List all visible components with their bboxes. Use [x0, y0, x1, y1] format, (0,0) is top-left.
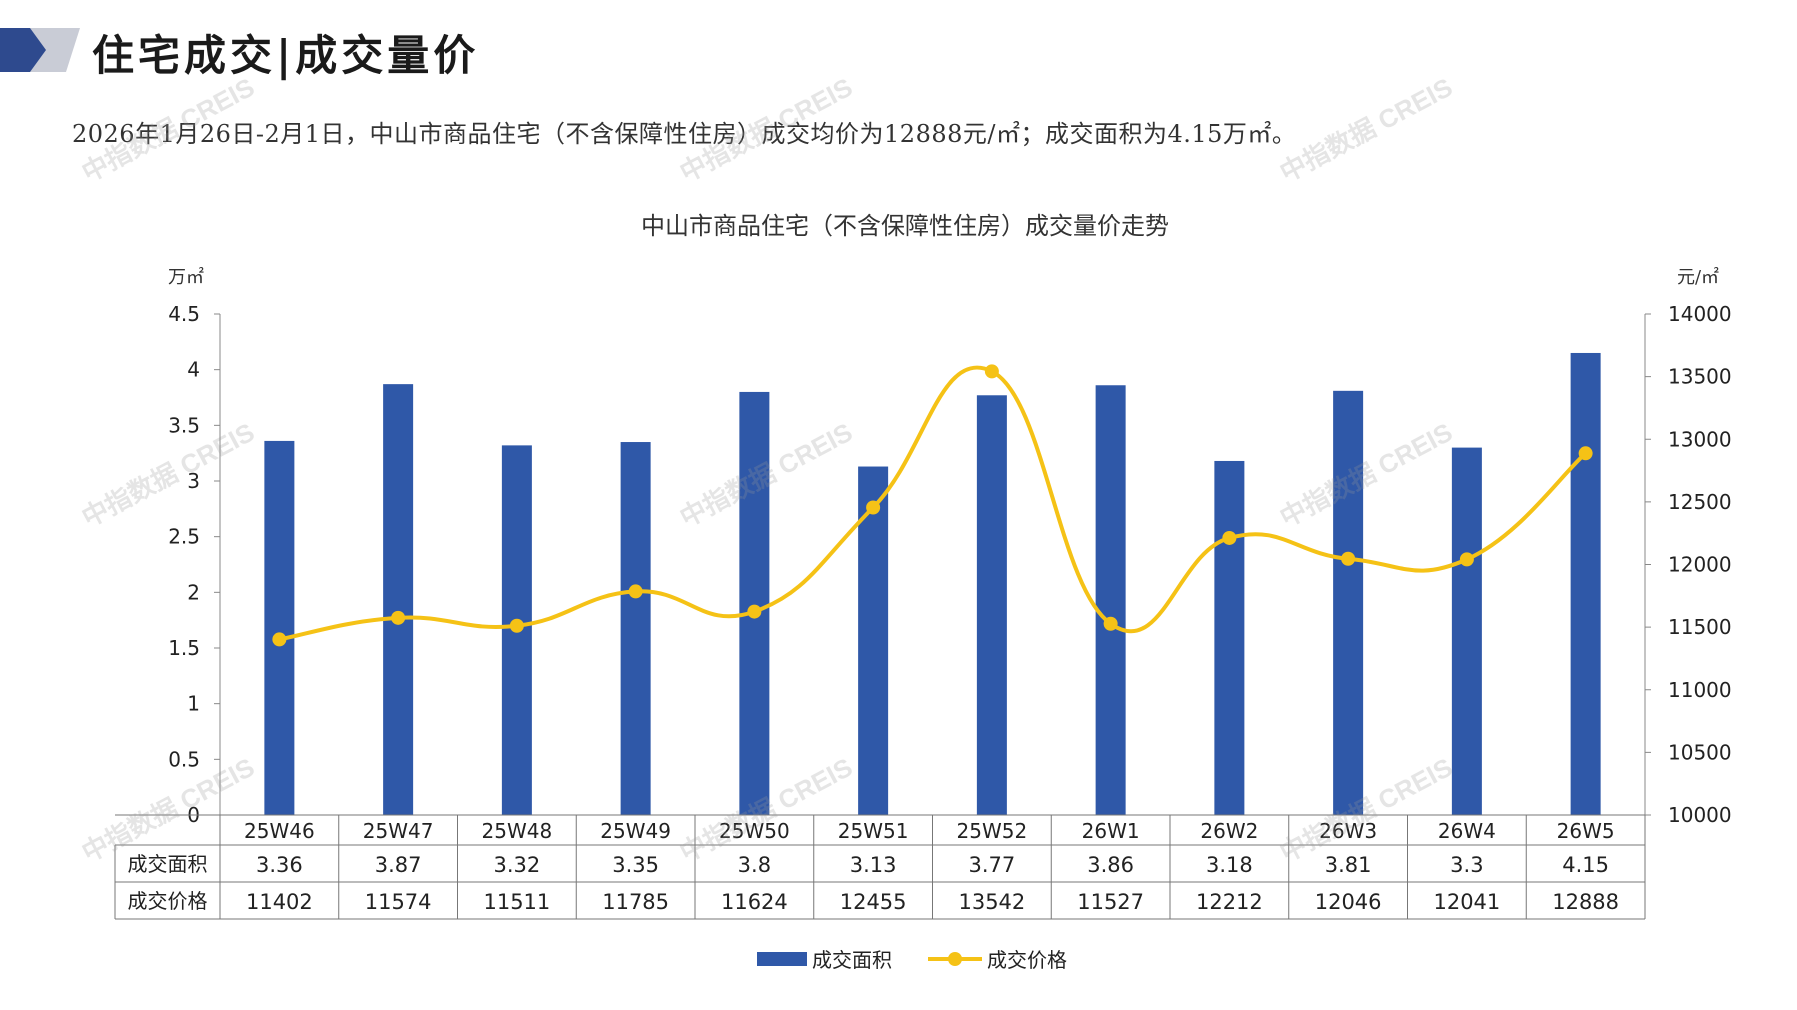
left-tick-label: 4	[187, 358, 200, 382]
bar	[383, 384, 414, 815]
category-label: 25W49	[600, 819, 671, 843]
table-row-header: 成交面积	[128, 852, 208, 876]
right-tick-label: 11500	[1668, 615, 1732, 639]
category-label: 25W46	[244, 819, 315, 843]
price-point	[1222, 530, 1237, 545]
price-point	[1459, 552, 1474, 567]
left-tick-label: 4.5	[168, 302, 200, 326]
table-area-value: 3.36	[256, 853, 303, 877]
table-area-value: 3.81	[1325, 853, 1372, 877]
right-axis-unit: 元/㎡	[1677, 266, 1719, 288]
price-point	[628, 584, 643, 599]
right-tick-label: 13000	[1668, 427, 1732, 451]
left-tick-label: 1.5	[168, 636, 200, 660]
price-point	[391, 610, 406, 625]
category-label: 26W2	[1200, 819, 1258, 843]
price-point	[509, 618, 524, 633]
legend-bar-swatch	[757, 952, 807, 966]
bar	[264, 440, 295, 815]
table-area-value: 3.18	[1206, 853, 1253, 877]
page-title: 住宅成交|成交量价	[92, 31, 480, 80]
table-area-value: 3.32	[493, 853, 540, 877]
category-label: 25W50	[719, 819, 790, 843]
table-price-value: 11511	[483, 890, 550, 914]
table-area-value: 3.35	[612, 853, 659, 877]
table-area-value: 3.3	[1450, 853, 1483, 877]
right-tick-label: 14000	[1668, 302, 1732, 326]
category-label: 26W3	[1319, 819, 1377, 843]
table-price-value: 11402	[246, 890, 313, 914]
table-area-value: 3.77	[968, 853, 1015, 877]
right-tick-label: 12500	[1668, 490, 1732, 514]
bar	[620, 442, 651, 815]
logo-dark-shape	[0, 28, 46, 72]
legend-line-label: 成交价格	[987, 948, 1067, 972]
bar	[858, 466, 889, 815]
category-label: 26W4	[1438, 819, 1496, 843]
category-label: 25W48	[482, 819, 553, 843]
category-label: 25W51	[838, 819, 909, 843]
bar	[1214, 460, 1245, 815]
right-tick-label: 10000	[1668, 803, 1732, 827]
bar	[976, 395, 1007, 815]
brand-logo	[0, 28, 80, 72]
price-point	[747, 604, 762, 619]
table-area-value: 3.13	[850, 853, 897, 877]
table-price-value: 12041	[1433, 890, 1500, 914]
category-label: 25W47	[363, 819, 434, 843]
price-point	[984, 364, 999, 379]
legend-bar-label: 成交面积	[812, 948, 892, 972]
table-price-value: 11624	[721, 890, 788, 914]
table-area-value: 3.86	[1087, 853, 1134, 877]
category-label: 26W5	[1557, 819, 1615, 843]
bar	[1333, 390, 1364, 815]
table-price-value: 12455	[840, 890, 907, 914]
table-price-value: 12212	[1196, 890, 1263, 914]
table-price-value: 11527	[1077, 890, 1144, 914]
bar	[739, 391, 770, 815]
price-point	[272, 632, 287, 647]
left-axis-unit: 万㎡	[168, 266, 204, 288]
right-tick-label: 12000	[1668, 553, 1732, 577]
price-point	[866, 500, 881, 515]
left-tick-label: 3.5	[168, 413, 200, 437]
bar	[1451, 447, 1482, 815]
left-tick-label: 0.5	[168, 747, 200, 771]
chart-title: 中山市商品住宅（不含保障性住房）成交量价走势	[641, 212, 1169, 240]
table-price-value: 11785	[602, 890, 669, 914]
legend-line-marker	[948, 952, 962, 966]
right-tick-label: 10500	[1668, 740, 1732, 764]
left-tick-label: 1	[187, 692, 200, 716]
left-tick-label: 2	[187, 580, 200, 604]
category-label: 26W1	[1082, 819, 1140, 843]
price-point	[1341, 551, 1356, 566]
table-area-value: 3.87	[375, 853, 422, 877]
left-tick-label: 2.5	[168, 525, 200, 549]
table-row-header: 成交价格	[128, 889, 208, 913]
price-point	[1103, 616, 1118, 631]
table-price-value: 11574	[365, 890, 432, 914]
left-tick-label: 3	[187, 469, 200, 493]
table-price-value: 12046	[1315, 890, 1382, 914]
right-tick-label: 13500	[1668, 365, 1732, 389]
category-label: 25W52	[957, 819, 1028, 843]
price-line	[279, 365, 1587, 642]
bar	[1570, 352, 1601, 815]
right-tick-label: 11000	[1668, 678, 1732, 702]
table-price-value: 13542	[958, 890, 1025, 914]
table-area-value: 3.8	[738, 853, 771, 877]
bar	[1095, 385, 1126, 815]
summary-text: 2026年1月26日-2月1日，中山市商品住宅（不含保障性住房）成交均价为128…	[72, 120, 1297, 148]
table-area-value: 4.15	[1562, 853, 1609, 877]
table-price-value: 12888	[1552, 890, 1619, 914]
price-point	[1578, 446, 1593, 461]
